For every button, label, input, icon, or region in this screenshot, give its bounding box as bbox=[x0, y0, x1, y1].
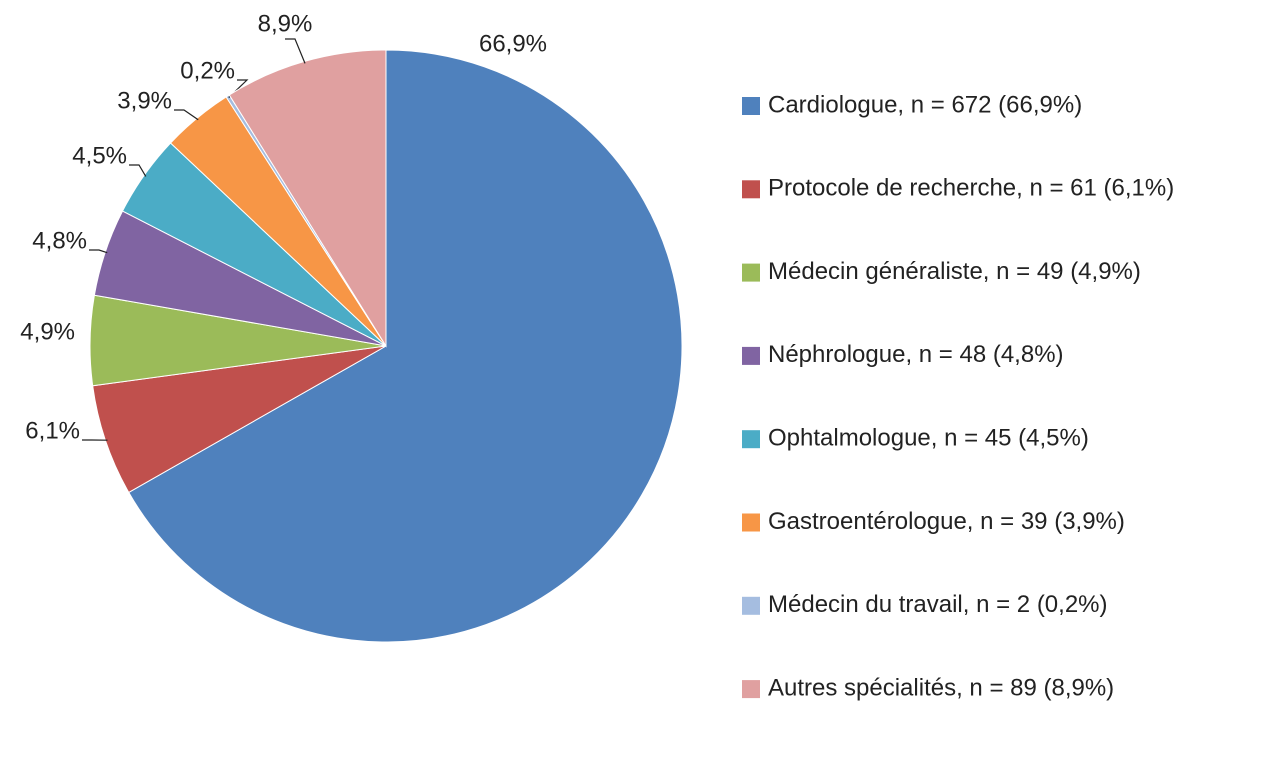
legend-label: Médecin du travail, n = 2 (0,2%) bbox=[768, 591, 1108, 618]
legend-swatch bbox=[742, 346, 760, 365]
legend-label: Néphrologue, n = 48 (4,8%) bbox=[768, 341, 1064, 368]
leader-line bbox=[285, 38, 306, 64]
data-label: 3,9% bbox=[117, 87, 172, 114]
legend-swatch bbox=[742, 97, 760, 115]
legend-label: Médecin généraliste, n = 49 (4,9%) bbox=[768, 258, 1141, 285]
leader-line bbox=[174, 109, 199, 121]
legend-swatch bbox=[742, 513, 760, 532]
legend-label: Cardiologue, n = 672 (66,9%) bbox=[768, 91, 1082, 118]
leader-line bbox=[89, 249, 108, 254]
legend-swatch bbox=[742, 430, 760, 449]
legend-label: Ophtalmologue, n = 45 (4,5%) bbox=[768, 425, 1089, 452]
legend-swatch bbox=[742, 596, 760, 615]
data-label: 4,5% bbox=[72, 142, 127, 169]
data-label: 6,1% bbox=[25, 417, 80, 444]
legend-label: Protocole de recherche, n = 61 (6,1%) bbox=[768, 175, 1174, 202]
data-label: 8,9% bbox=[258, 10, 313, 37]
legend-label: Gastroentérologue, n = 39 (3,9%) bbox=[768, 508, 1125, 535]
legend-swatch bbox=[742, 680, 760, 699]
data-label: 4,8% bbox=[32, 227, 87, 254]
data-label: 0,2% bbox=[180, 57, 235, 84]
data-label: 4,9% bbox=[20, 318, 75, 345]
data-label: 66,9% bbox=[479, 30, 547, 57]
pie-slice bbox=[128, 49, 683, 643]
leader-line bbox=[129, 164, 147, 177]
legend-label: Autres spécialités, n = 89 (8,9%) bbox=[768, 674, 1114, 701]
legend-swatch bbox=[742, 263, 760, 282]
legend-swatch bbox=[742, 180, 760, 199]
